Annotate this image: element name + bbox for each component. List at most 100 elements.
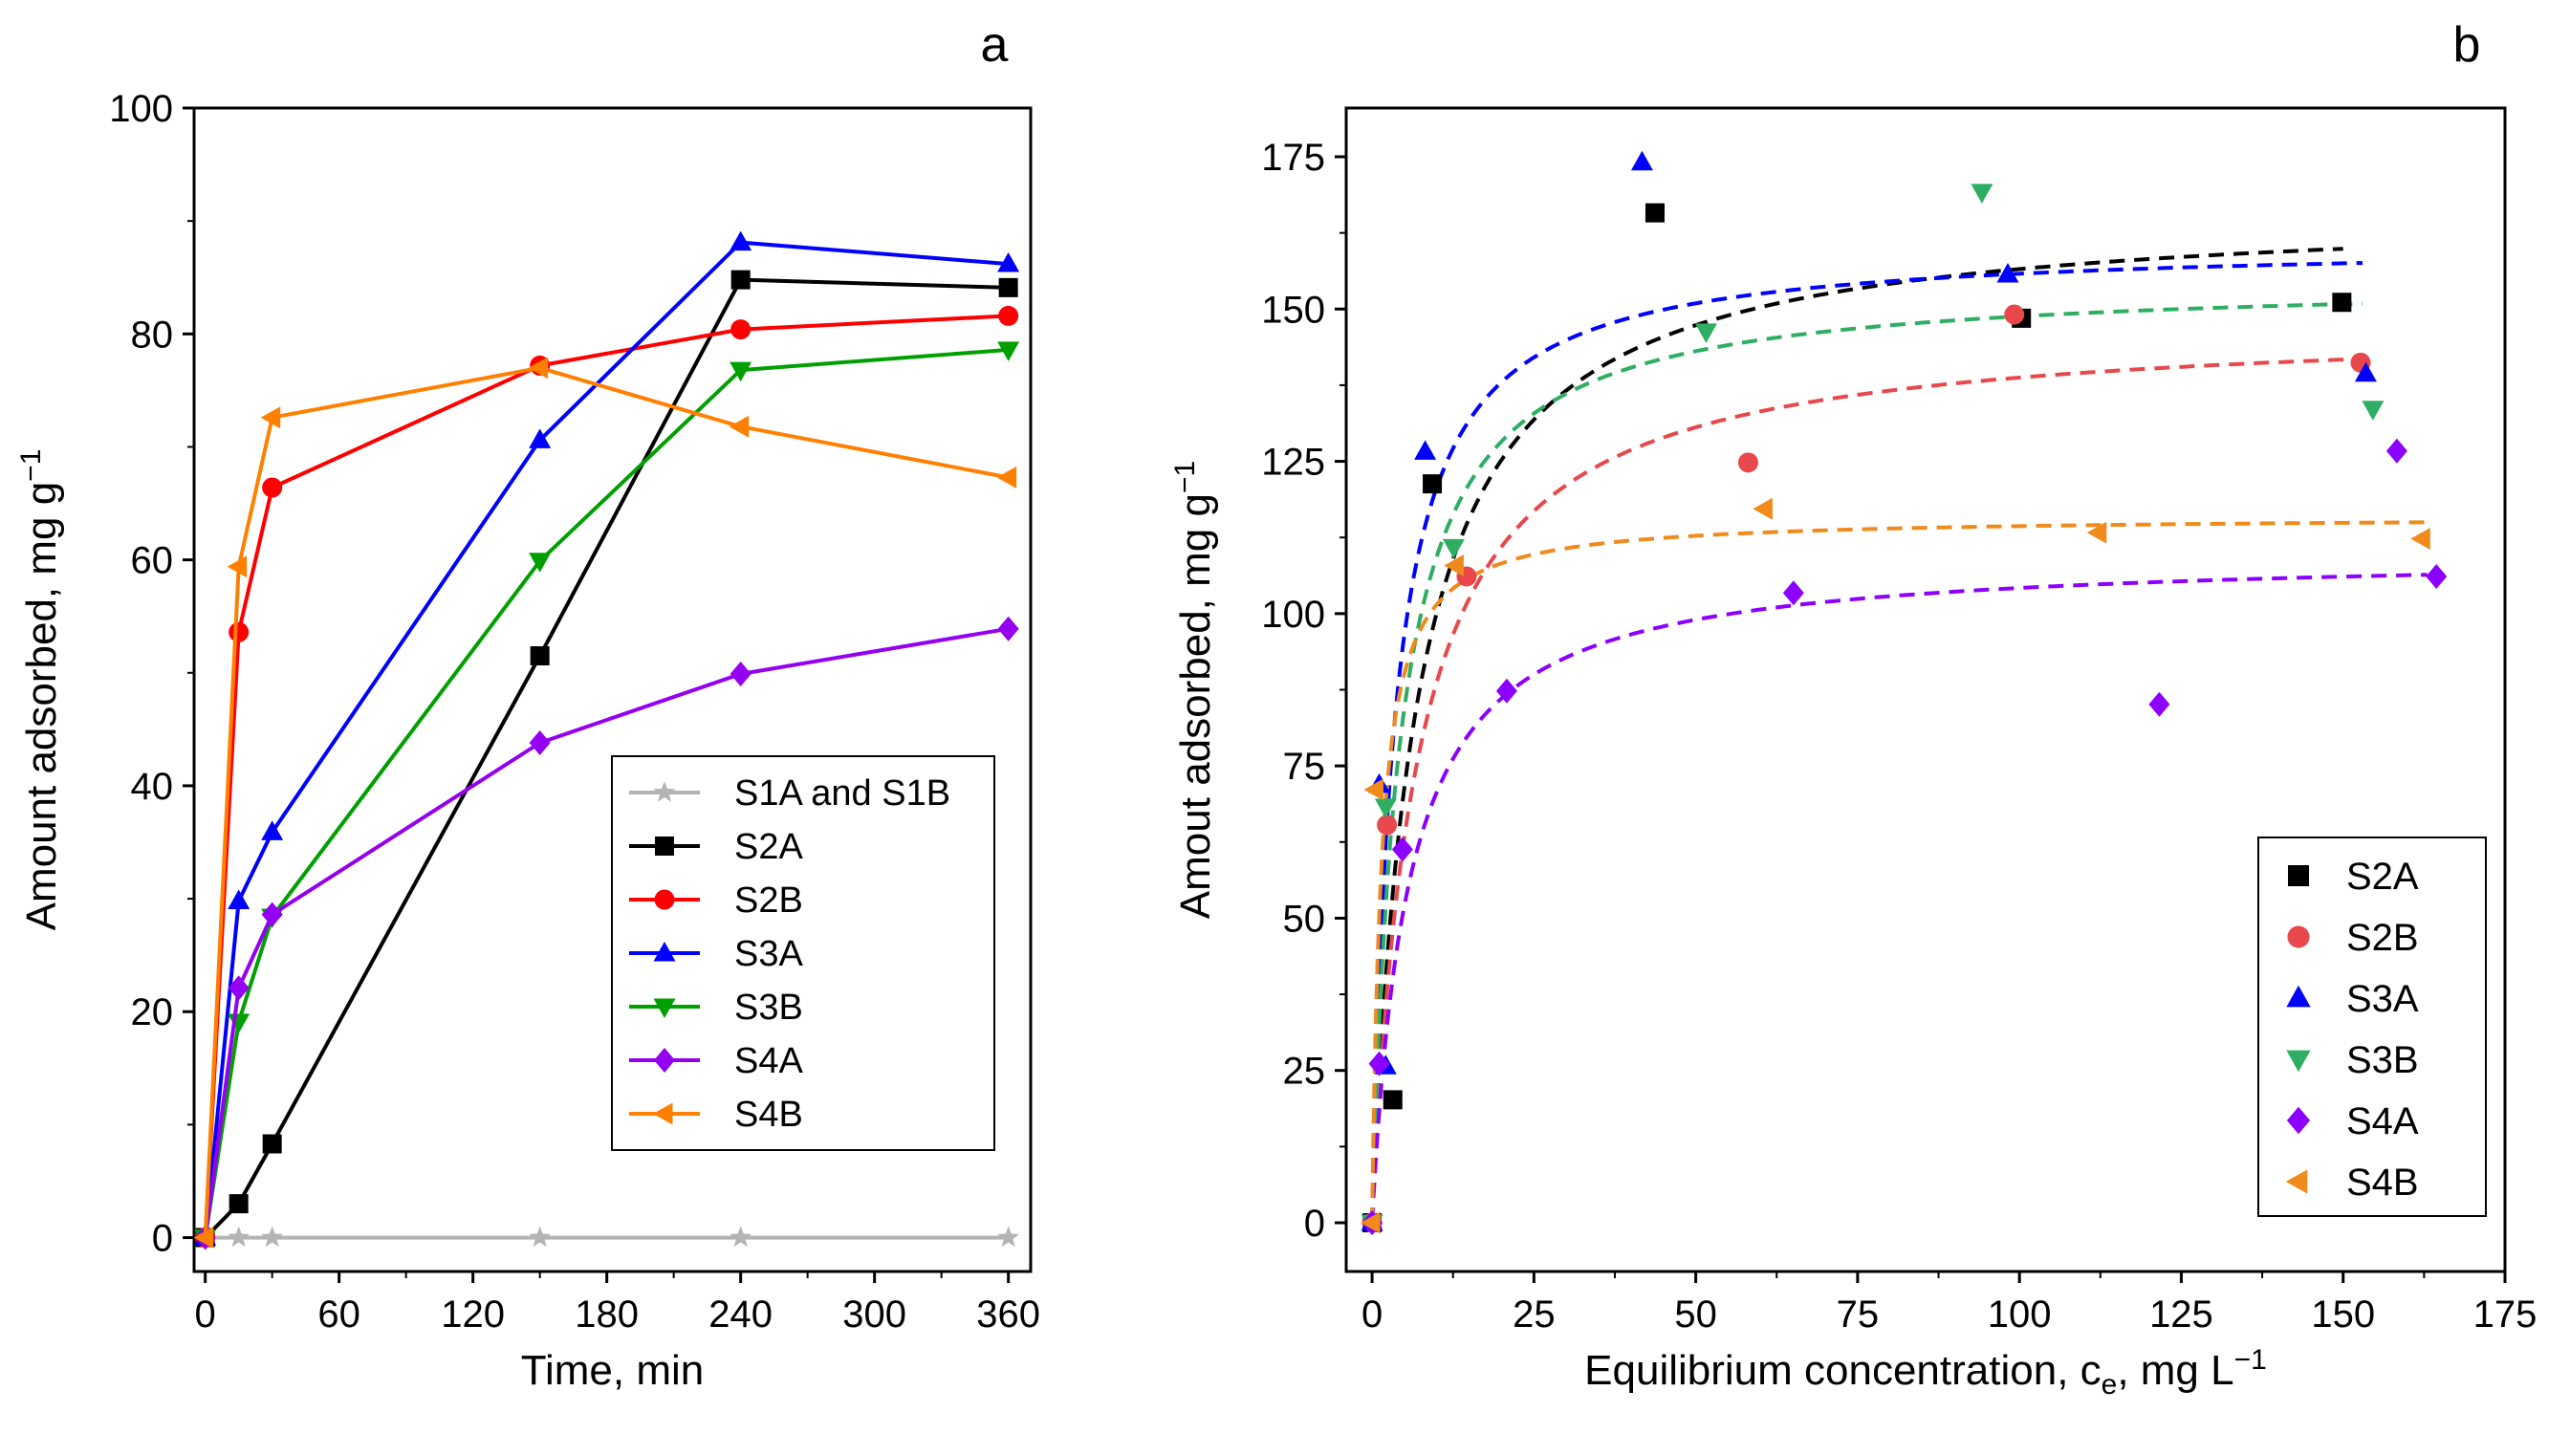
panel-b-point-s3b	[1694, 323, 1717, 343]
panel-a-series-group	[193, 230, 1020, 1250]
panel-a-x-tick-label-300: 300	[842, 1293, 906, 1336]
panel-a-time-chart: 0 60 120 180 240 300 360 0 20 40 60 80 100 a Time, m…	[15, 17, 1040, 1394]
panel-a-legend-label-s1a-and-s1b: S1A and S1B	[734, 773, 950, 814]
panel-a-line-s3a	[203, 240, 1009, 1238]
panel-b-y-tick-label-50: 50	[1283, 898, 1326, 940]
panel-b-point-s4b	[2410, 527, 2430, 550]
panel-b-point-s3a	[1996, 262, 2019, 283]
panel-a-line-s3b	[203, 347, 1009, 1238]
panel-b-y-tick-label-25: 25	[1283, 1051, 1326, 1093]
panel-b-x-tick-label-25: 25	[1513, 1293, 1556, 1336]
panel-b-y-axis-title: Amout adsorbed, mg g−1	[1169, 461, 1219, 919]
panel-a-point-s3a	[997, 252, 1020, 272]
panel-b-y-tick-label-125: 125	[1261, 442, 1325, 484]
panel-a-line-s4b	[203, 365, 1010, 1238]
panel-b-y-axis-title-main: Amout adsorbed, mg g	[1172, 493, 1219, 919]
panel-b-point-s4a	[1782, 580, 1804, 606]
panel-b-x-axis-title-sub: e	[2102, 1369, 2118, 1401]
panel-a-x-axis-title: Time, min	[521, 1347, 705, 1394]
panel-b-point-s3b	[1442, 538, 1465, 559]
panel-a-legend: S1A and S1B S2A S2B S3A S3B S4A S4B	[611, 755, 995, 1151]
panel-b-legend-label-s2a: S2A	[2346, 856, 2419, 898]
panel-a-legend-label-s2b: S2B	[734, 880, 803, 921]
panel-a-point-s1a-and-s1b	[228, 1226, 250, 1248]
panel-b-letter: b	[2453, 17, 2481, 73]
panel-a-point-s1a-and-s1b	[997, 1226, 1020, 1248]
panel-a-point-s4b	[227, 555, 248, 578]
panel-b-point-s2a	[1644, 203, 1665, 223]
panel-a-point-s3a	[730, 230, 752, 251]
panel-b-point-s4b	[2086, 521, 2107, 544]
panel-b-x-axis-title-tail: , mg L	[2117, 1347, 2233, 1394]
panel-b-legend-label-s2b: S2B	[2346, 917, 2419, 959]
panel-a-legend-marker-s3b	[653, 998, 676, 1018]
panel-a-point-s4b	[996, 466, 1017, 489]
panel-a-point-s3a	[228, 889, 250, 909]
panel-a-point-s2a	[262, 1134, 282, 1154]
panel-a-point-s3b	[730, 361, 752, 382]
panel-a-y-axis-title: Amount adsorbed, mg g−1	[15, 449, 65, 931]
panel-a-line-s4a	[203, 626, 1010, 1238]
panel-a-point-s4b	[193, 1227, 214, 1250]
panel-a-point-s2b	[229, 621, 250, 642]
panel-a-legend-label-s3a: S3A	[734, 934, 803, 974]
panel-b-y-tick-label-175: 175	[1261, 137, 1325, 179]
panel-b-legend-marker-s4a	[2286, 1106, 2311, 1135]
panel-b-x-axis-title-main: Equilibrium concentration, c	[1584, 1347, 2101, 1394]
panel-a-legend-label-s2a: S2A	[734, 827, 803, 867]
panel-b-point-s4a	[1368, 1051, 1390, 1076]
panel-a-y-axis-title-sup: −1	[15, 449, 47, 482]
panel-b-fit-s2a	[1370, 247, 2343, 1223]
panel-b-point-s2a	[2332, 293, 2352, 313]
panel-a-x-tick-label-120: 120	[441, 1293, 505, 1336]
panel-b-x-tick-label-175: 175	[2473, 1293, 2537, 1336]
panel-b-point-s4b	[1753, 497, 1773, 520]
panel-b-legend-marker-s2b	[2287, 925, 2310, 948]
panel-a-point-s2b	[262, 477, 283, 498]
panel-a-y-tick-label-0: 0	[152, 1218, 173, 1260]
panel-a-point-s4a	[228, 975, 250, 1001]
panel-b-legend-label-s3a: S3A	[2346, 978, 2419, 1020]
panel-b-point-s3b	[2362, 401, 2385, 421]
panel-a-point-s4b	[729, 415, 750, 438]
panel-b-point-s4a	[2148, 691, 2170, 717]
panel-a-ticks-group: 0 60 120 180 240 300 360 0 20 40 60 80 100	[109, 88, 1040, 1336]
panel-a-point-s4b	[528, 357, 549, 380]
panel-b-fit-curves-group	[1370, 247, 2428, 1223]
panel-b-legend-marker-s4b	[2285, 1169, 2308, 1194]
panel-a-point-s2a	[730, 270, 751, 290]
panel-a-point-s3b	[997, 341, 1020, 361]
panel-b-series-group	[1361, 150, 2448, 1236]
panel-b-point-s2a	[1423, 474, 1443, 494]
panel-b-point-s4a	[2426, 563, 2448, 589]
panel-a-y-tick-label-40: 40	[131, 766, 174, 808]
panel-b-legend-marker-s3b	[2286, 1050, 2311, 1073]
panel-b-legend-marker-s2a	[2288, 865, 2309, 886]
panel-b-fit-s3a	[1370, 261, 2363, 1223]
panel-b-ticks-group: 0 25 50 75 100 125 150 175 0 25 50 75 100 125 150 175	[1261, 137, 2537, 1336]
panel-b-x-tick-label-50: 50	[1674, 1293, 1717, 1336]
panel-b-point-s2b	[2004, 304, 2025, 325]
panel-a-point-s1a-and-s1b	[261, 1226, 284, 1248]
panel-a-point-s3b	[228, 1013, 250, 1033]
panel-b-legend-label-s3b: S3B	[2346, 1039, 2419, 1081]
panel-a-x-tick-label-60: 60	[317, 1293, 360, 1336]
panel-a-x-tick-label-360: 360	[976, 1293, 1040, 1336]
panel-b-point-s3b	[1971, 184, 1993, 204]
panel-b-legend-marker-s3a	[2286, 985, 2311, 1008]
panel-b-legend-label-s4a: S4A	[2346, 1100, 2419, 1142]
panel-b-y-axis-title-sup: −1	[1169, 461, 1201, 493]
panel-b-x-tick-label-125: 125	[2149, 1293, 2213, 1336]
panel-a-letter: a	[981, 17, 1009, 73]
panel-b-point-s3a	[2354, 361, 2377, 382]
panel-a-point-s1a-and-s1b	[730, 1226, 752, 1248]
panel-b-y-tick-label-0: 0	[1304, 1203, 1325, 1245]
panel-b-y-tick-label-100: 100	[1261, 594, 1325, 636]
panel-b-point-s4a	[1391, 837, 1413, 862]
panel-a-legend-marker-s1a-and-s1b	[653, 781, 676, 802]
panel-b-legend: S2A S2B S3A S3B S4A S4B	[2257, 837, 2487, 1217]
panel-b-point-s3b	[1374, 798, 1397, 818]
panel-a-y-tick-label-60: 60	[131, 540, 174, 582]
panel-b-x-axis-title: Equilibrium concentration, ce, mg L−1	[1584, 1344, 2267, 1401]
panel-a-legend-marker-s4b	[653, 1102, 673, 1125]
